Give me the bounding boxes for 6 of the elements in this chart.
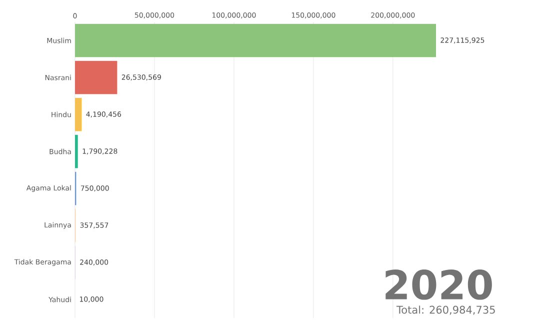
bar [75, 98, 82, 132]
bar [75, 60, 118, 94]
bar [75, 24, 436, 58]
bar [75, 134, 78, 168]
annotation: Total: 260,984,735 [396, 306, 495, 315]
annotation: 2020 [386, 270, 492, 300]
